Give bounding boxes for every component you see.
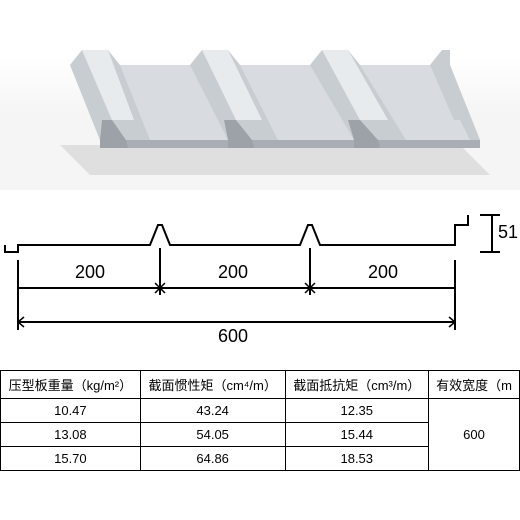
cell: 15.70 xyxy=(1,447,141,471)
cell: 54.05 xyxy=(140,423,285,447)
product-render xyxy=(0,0,520,190)
cell: 64.86 xyxy=(140,447,285,471)
cell: 12.35 xyxy=(285,399,428,423)
cross-section-diagram: 200 200 200 600 51 xyxy=(0,190,520,370)
dim-seg2: 200 xyxy=(218,262,248,283)
table-header-row: 压型板重量（kg/m²） 截面惯性矩（cm⁴/m） 截面抵抗矩（cm³/m） 有… xyxy=(1,371,520,399)
col-effective-width: 有效宽度（m xyxy=(429,371,520,399)
cell: 18.53 xyxy=(285,447,428,471)
cell: 15.44 xyxy=(285,423,428,447)
cell: 43.24 xyxy=(140,399,285,423)
cell: 13.08 xyxy=(1,423,141,447)
spec-table-container: 压型板重量（kg/m²） 截面惯性矩（cm⁴/m） 截面抵抗矩（cm³/m） 有… xyxy=(0,370,520,471)
dim-seg3: 200 xyxy=(368,262,398,283)
dim-height: 51 xyxy=(498,222,518,243)
col-weight: 压型板重量（kg/m²） xyxy=(1,371,141,399)
col-section-modulus: 截面抵抗矩（cm³/m） xyxy=(285,371,428,399)
metal-sheet-3d xyxy=(30,0,490,190)
cell: 10.47 xyxy=(1,399,141,423)
spec-table: 压型板重量（kg/m²） 截面惯性矩（cm⁴/m） 截面抵抗矩（cm³/m） 有… xyxy=(0,370,520,471)
table-row: 10.47 43.24 12.35 600 xyxy=(1,399,520,423)
col-inertia: 截面惯性矩（cm⁴/m） xyxy=(140,371,285,399)
cell-effective-width: 600 xyxy=(429,399,520,471)
dim-total: 600 xyxy=(218,326,248,347)
dim-seg1: 200 xyxy=(75,262,105,283)
